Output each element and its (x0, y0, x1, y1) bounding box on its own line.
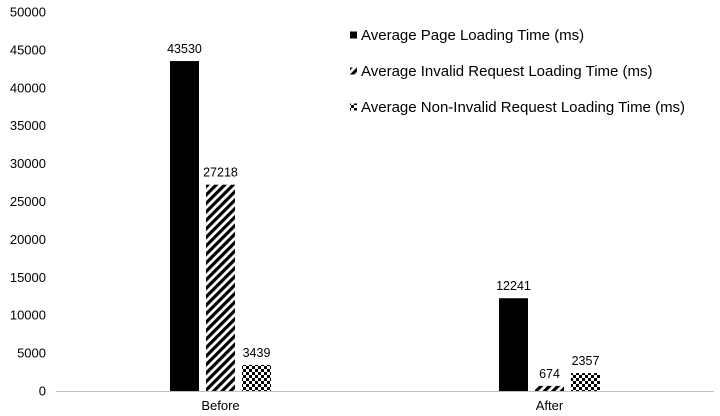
bar-before-series-1 (170, 61, 199, 391)
y-tick-label: 45000 (10, 42, 46, 57)
legend: Average Page Loading Time (ms) Average In… (350, 27, 685, 116)
data-label: 12241 (496, 279, 531, 293)
y-tick-label: 5000 (17, 346, 46, 361)
bar-before-series-3 (242, 364, 271, 391)
bar-after-series-1 (499, 298, 528, 391)
y-tick-label: 15000 (10, 270, 46, 285)
y-tick-label: 50000 (10, 5, 46, 20)
legend-label-series-3: Average Non-Invalid Request Loading Time… (361, 99, 685, 116)
data-labels: 43530 27218 3439 12241 674 2357 (167, 42, 599, 381)
y-tick-label: 35000 (10, 118, 46, 133)
bar-after-series-3 (571, 373, 600, 391)
data-label: 27218 (203, 166, 238, 180)
y-axis: 0 5000 10000 15000 20000 25000 30000 35000 40000… (10, 5, 46, 399)
bars (170, 61, 600, 391)
y-tick-label: 20000 (10, 232, 46, 247)
y-tick-label: 10000 (10, 308, 46, 323)
x-category-label: Before (201, 398, 239, 413)
y-tick-label: 30000 (10, 156, 46, 171)
data-label: 2357 (572, 354, 600, 368)
y-tick-label: 40000 (10, 80, 46, 95)
legend-swatch-series-3 (350, 103, 357, 111)
data-label: 3439 (243, 346, 271, 360)
x-category-label: After (536, 398, 564, 413)
data-label: 43530 (167, 42, 202, 56)
data-label: 674 (539, 367, 560, 381)
y-tick-label: 25000 (10, 194, 46, 209)
bar-after-series-2 (535, 385, 564, 391)
y-tick-label: 0 (39, 384, 46, 399)
legend-swatch-series-1 (350, 31, 357, 39)
x-axis: Before After (56, 391, 714, 413)
bar-before-series-2 (206, 184, 235, 391)
legend-swatch-series-2 (350, 67, 357, 75)
legend-label-series-2: Average Invalid Request Loading Time (ms… (361, 63, 653, 80)
legend-label-series-1: Average Page Loading Time (ms) (361, 27, 584, 44)
